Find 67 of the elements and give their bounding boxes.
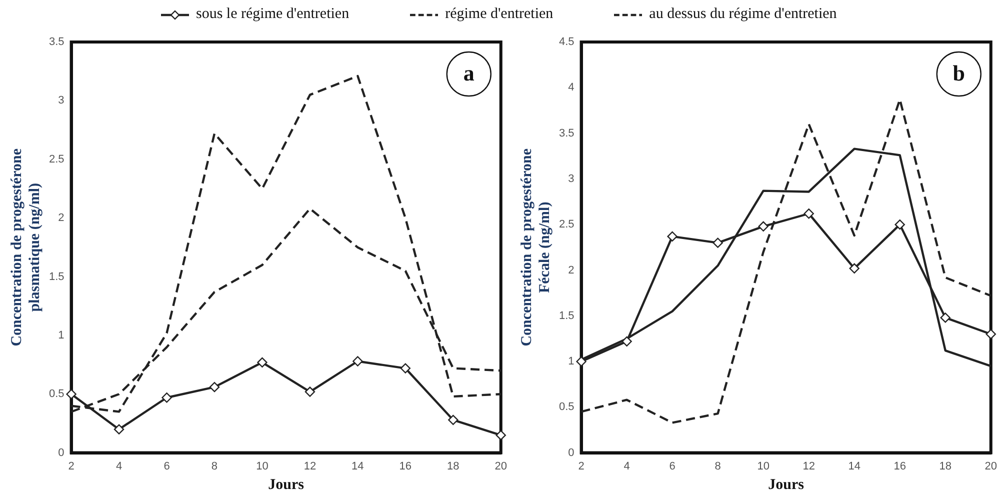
y-tick-label: 2.5 [48,153,64,166]
x-tick-label: 8 [714,460,721,472]
point [940,312,950,323]
y-tick-label: 4.5 [558,36,574,48]
x-tick-label: 4 [624,460,630,472]
x-tick-label: 2 [578,460,584,472]
x-tick-label: 16 [399,460,412,472]
point [66,389,76,400]
x-tick-label: 10 [757,460,770,472]
y-tick-label: 2 [568,264,574,276]
y-tick-label: 0.5 [558,401,574,414]
point [400,363,411,374]
point [667,231,678,242]
point [114,424,124,434]
x-tick-label: 10 [256,460,268,472]
point [894,219,905,230]
y-tick-label: 0.5 [48,388,64,400]
y-tick-label: 1.5 [48,270,64,283]
y-tick-label: 4 [568,82,574,94]
legend-label: sous le régime d'entretien [196,6,350,23]
y-axis-title: Concentration de progestérone plasmatique (ng/ml) [8,148,43,346]
x-tick-label: 12 [802,460,815,472]
x-tick-label: 20 [984,460,998,472]
x-tick-label: 6 [164,460,170,472]
x-tick-label: 14 [352,460,364,472]
point [712,238,723,248]
y-tick-label: 3.5 [48,36,64,48]
y-tick-label: 3.5 [558,127,574,140]
x-axis-title: Jours [768,476,804,493]
y-tick-label: 2.5 [558,218,574,231]
x-tick-label: 12 [304,460,316,472]
point [576,356,586,367]
annotation: b [952,60,966,86]
x-tick-label: 8 [211,460,218,472]
y-axis-title: Concentration de progestérone Fécale (ng/ml) [518,148,553,346]
x-tick-label: 4 [116,460,122,472]
y-tick-label: 0 [568,446,574,459]
y-tick-label: 1 [568,356,574,368]
x-tick-label: 14 [848,460,860,472]
x-axis-title: Jours [268,476,304,493]
point [758,221,768,232]
x-tick-label: 18 [939,460,952,472]
point [209,382,220,392]
point [448,414,458,426]
x-tick-label: 20 [494,460,508,472]
point [352,356,363,366]
x-tick-label: 18 [447,460,460,472]
y-tick-label: 3 [568,172,574,185]
y-tick-label: 3 [58,94,64,107]
x-tick-label: 6 [669,460,676,472]
y-tick-label: 1.5 [558,310,574,322]
legend-label: régime d'entretien [445,6,554,23]
annotation: a [463,60,474,86]
point [304,386,316,397]
point [162,392,172,403]
y-tick-label: 2 [58,212,64,224]
x-tick-label: 2 [68,460,74,472]
y-tick-label: 0 [58,446,64,459]
point [496,430,506,440]
point [257,357,268,368]
x-tick-label: 16 [894,460,906,472]
y-tick-label: 1 [58,329,64,342]
point [804,208,814,219]
legend-label: au dessus du régime d'entretien [649,6,837,23]
point [622,336,632,347]
point [849,263,860,274]
point [986,329,996,340]
